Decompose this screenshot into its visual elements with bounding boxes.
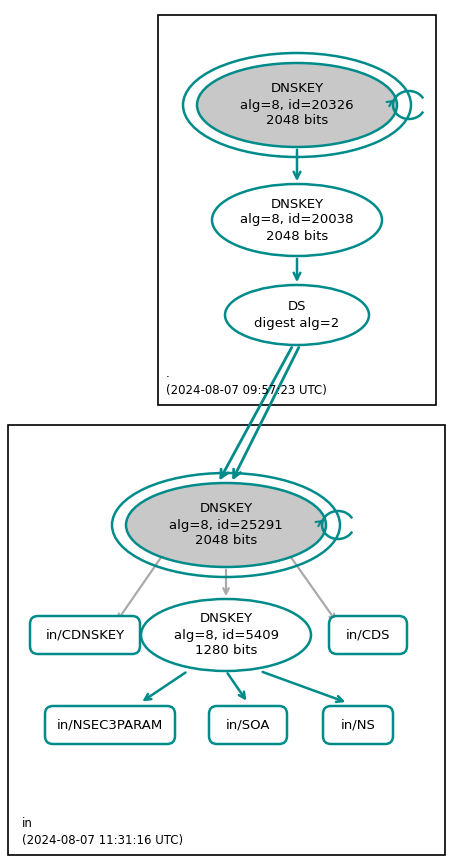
- Ellipse shape: [126, 483, 326, 567]
- Ellipse shape: [141, 599, 311, 671]
- Text: in
(2024-08-07 11:31:16 UTC): in (2024-08-07 11:31:16 UTC): [22, 817, 183, 847]
- Text: DNSKEY
alg=8, id=5409
1280 bits: DNSKEY alg=8, id=5409 1280 bits: [173, 612, 279, 657]
- Text: in/SOA: in/SOA: [226, 719, 270, 732]
- Ellipse shape: [197, 63, 397, 147]
- Ellipse shape: [212, 184, 382, 256]
- Text: DNSKEY
alg=8, id=25291
2048 bits: DNSKEY alg=8, id=25291 2048 bits: [169, 503, 283, 548]
- FancyBboxPatch shape: [323, 706, 393, 744]
- FancyBboxPatch shape: [8, 425, 445, 855]
- Text: in/NSEC3PARAM: in/NSEC3PARAM: [57, 719, 163, 732]
- Text: DNSKEY
alg=8, id=20326
2048 bits: DNSKEY alg=8, id=20326 2048 bits: [240, 82, 354, 127]
- Text: DS
digest alg=2: DS digest alg=2: [255, 300, 340, 330]
- FancyBboxPatch shape: [209, 706, 287, 744]
- Text: in/CDS: in/CDS: [346, 629, 390, 642]
- FancyBboxPatch shape: [45, 706, 175, 744]
- Ellipse shape: [225, 285, 369, 345]
- FancyBboxPatch shape: [329, 616, 407, 654]
- FancyBboxPatch shape: [30, 616, 140, 654]
- Text: DNSKEY
alg=8, id=20038
2048 bits: DNSKEY alg=8, id=20038 2048 bits: [240, 197, 354, 242]
- Text: in/NS: in/NS: [341, 719, 376, 732]
- FancyBboxPatch shape: [158, 15, 436, 405]
- Text: .
(2024-08-07 09:57:23 UTC): . (2024-08-07 09:57:23 UTC): [166, 367, 327, 397]
- Text: in/CDNSKEY: in/CDNSKEY: [45, 629, 125, 642]
